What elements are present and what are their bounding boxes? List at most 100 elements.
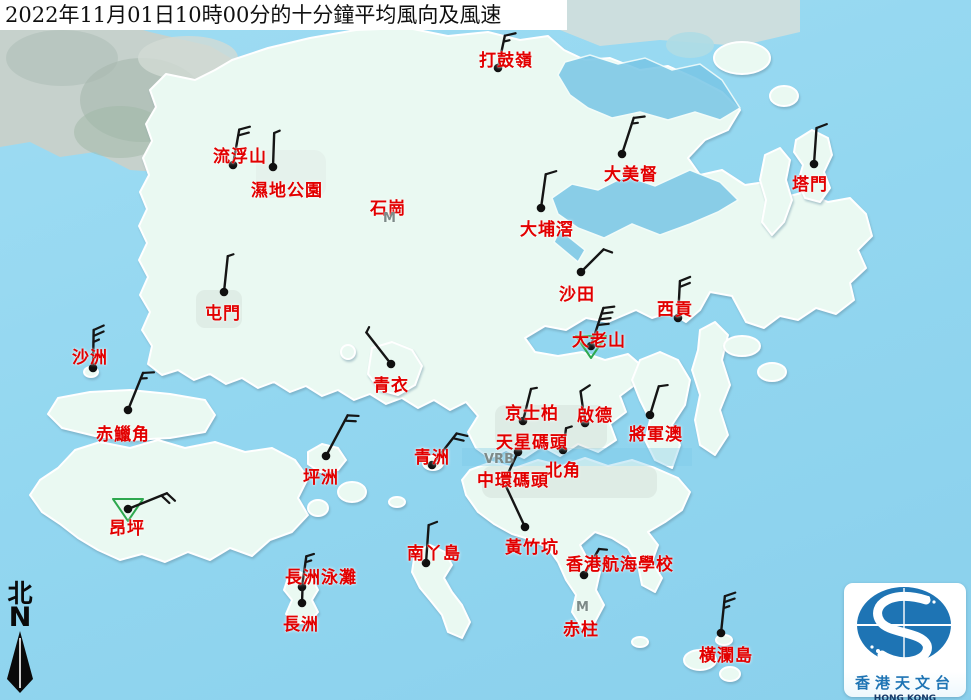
station-label-north-point[interactable]: 北角 <box>545 461 581 481</box>
station-label-green-island[interactable]: 青洲 <box>414 448 450 468</box>
station-label-shek-kong[interactable]: 石崗 <box>370 199 406 219</box>
station-label-chek-lap-kok[interactable]: 赤鱲角 <box>96 425 150 445</box>
station-note-stanley: M <box>576 600 589 615</box>
wind-barb-tick <box>504 479 511 487</box>
station-label-tai-mei-tuk[interactable]: 大美督 <box>604 165 658 185</box>
station-dot <box>558 445 568 455</box>
island-lantau <box>29 439 309 563</box>
wind-barb-staff <box>812 126 818 166</box>
wind-barb-staff <box>579 248 605 274</box>
station-tai-po-kau[interactable] <box>536 170 558 213</box>
station-label-sha-tin[interactable]: 沙田 <box>559 285 595 305</box>
wind-barb-tick <box>237 131 250 137</box>
station-peng-chau[interactable] <box>321 414 360 461</box>
station-label-tap-mun[interactable]: 塔門 <box>792 175 828 195</box>
station-chek-lap-kok[interactable] <box>123 371 156 415</box>
wind-barb-tick <box>597 547 609 551</box>
station-ngong-ping[interactable] <box>112 492 177 522</box>
station-green-island[interactable] <box>427 432 469 470</box>
station-lamma-island[interactable] <box>421 520 439 568</box>
station-note-central-pier: VRB <box>484 452 514 467</box>
wind-barb-tick <box>346 414 360 418</box>
wind-barb-tick <box>92 338 101 344</box>
island-beaufort <box>719 666 741 682</box>
station-label-hk-sea-school[interactable]: 香港航海學校 <box>566 555 674 575</box>
hill-station-triangle-icon <box>575 335 607 359</box>
station-wetland-park[interactable] <box>268 129 281 172</box>
wind-barb-tick <box>657 383 669 388</box>
station-label-wong-chuk-hang[interactable]: 黃竹坑 <box>505 538 559 558</box>
station-label-tsing-yi[interactable]: 青衣 <box>373 376 409 396</box>
station-kai-tak[interactable] <box>579 384 591 428</box>
station-dot <box>518 416 528 426</box>
wind-barb-tick <box>92 324 105 332</box>
station-label-central-pier[interactable]: 中環碼頭 <box>477 471 549 491</box>
wind-barb-staff <box>579 390 587 425</box>
station-dot <box>586 341 596 351</box>
wind-barb-tick <box>305 552 316 558</box>
station-dot <box>580 418 590 428</box>
wind-barb-tick <box>226 253 235 258</box>
land-airport <box>47 389 216 441</box>
compass-north-hanzi: 北 <box>7 579 33 608</box>
station-label-tuen-mun[interactable]: 屯門 <box>205 304 241 324</box>
station-tuen-mun[interactable] <box>219 253 235 297</box>
station-wong-chuk-hang[interactable] <box>504 479 530 532</box>
station-lau-fau-shan[interactable] <box>228 125 251 170</box>
station-dot <box>268 162 278 172</box>
station-label-waglan-island[interactable]: 橫瀾島 <box>699 646 753 666</box>
station-tseung-kwan-o[interactable] <box>645 383 669 420</box>
hko-logo: 香港天文台 HONG KONG OBSERVATORY <box>844 583 966 700</box>
station-label-cheung-chau[interactable]: 長洲 <box>283 615 319 635</box>
station-cheung-chau[interactable] <box>297 585 307 608</box>
station-waglan-island[interactable] <box>716 591 737 638</box>
station-ta-kwu-ling[interactable] <box>493 32 517 73</box>
station-north-point[interactable] <box>558 425 573 455</box>
map-title: 2022年11月01日10時00分的十分鐘平均風向及風速 <box>0 0 567 30</box>
station-dot <box>297 598 307 608</box>
station-label-sai-kung[interactable]: 西貢 <box>657 300 693 320</box>
station-dot <box>219 287 229 297</box>
station-label-sha-chau[interactable]: 沙洲 <box>72 348 108 368</box>
wind-barb-staff <box>521 387 533 423</box>
station-label-tseung-kwan-o[interactable]: 將軍澳 <box>629 425 683 445</box>
station-tai-mei-tuk[interactable] <box>617 115 646 159</box>
land-new-territories <box>138 27 873 459</box>
station-label-cheung-chau-beach[interactable]: 長洲泳灘 <box>285 568 357 588</box>
station-dot <box>321 451 331 461</box>
wind-barb-tick <box>273 129 281 135</box>
station-label-lau-fau-shan[interactable]: 流浮山 <box>213 147 267 167</box>
station-kings-park[interactable] <box>518 386 538 426</box>
station-label-tai-po-kau[interactable]: 大埔滘 <box>520 220 574 240</box>
station-label-kings-park[interactable]: 京士柏 <box>505 404 559 424</box>
land-tseung-kwan-o <box>631 351 691 469</box>
station-label-tates-cairn[interactable]: 大老山 <box>572 331 626 351</box>
wind-barb-tick <box>451 437 465 442</box>
station-dot <box>716 628 726 638</box>
north-arrow-icon <box>7 631 33 693</box>
station-hk-sea-school[interactable] <box>579 547 609 580</box>
station-tap-mun[interactable] <box>809 123 828 169</box>
station-tsing-yi[interactable] <box>365 326 396 369</box>
station-sha-chau[interactable] <box>88 324 105 373</box>
station-label-wetland-park[interactable]: 濕地公園 <box>251 181 323 201</box>
island-po-toi <box>683 649 717 671</box>
station-label-kai-tak[interactable]: 啟德 <box>577 406 613 426</box>
station-label-lamma-island[interactable]: 南丫島 <box>407 544 461 564</box>
station-tates-cairn[interactable] <box>575 305 616 359</box>
station-dot <box>123 405 133 415</box>
north-compass: 北 N <box>2 581 38 693</box>
wind-barb-tick <box>579 384 591 393</box>
station-star-ferry[interactable] <box>507 447 523 474</box>
station-label-peng-chau[interactable]: 坪洲 <box>303 468 339 488</box>
wind-barb-staff <box>582 547 601 577</box>
station-label-ta-kwu-ling[interactable]: 打鼓嶺 <box>479 51 533 71</box>
station-label-ngong-ping[interactable]: 昂坪 <box>109 519 145 539</box>
station-dot <box>673 313 683 323</box>
station-sha-tin[interactable] <box>576 248 614 277</box>
station-label-star-ferry[interactable]: 天星碼頭 <box>496 433 568 453</box>
station-label-stanley[interactable]: 赤柱 <box>563 620 599 640</box>
station-sai-kung[interactable] <box>673 275 692 323</box>
wind-barb-tick <box>602 305 616 310</box>
